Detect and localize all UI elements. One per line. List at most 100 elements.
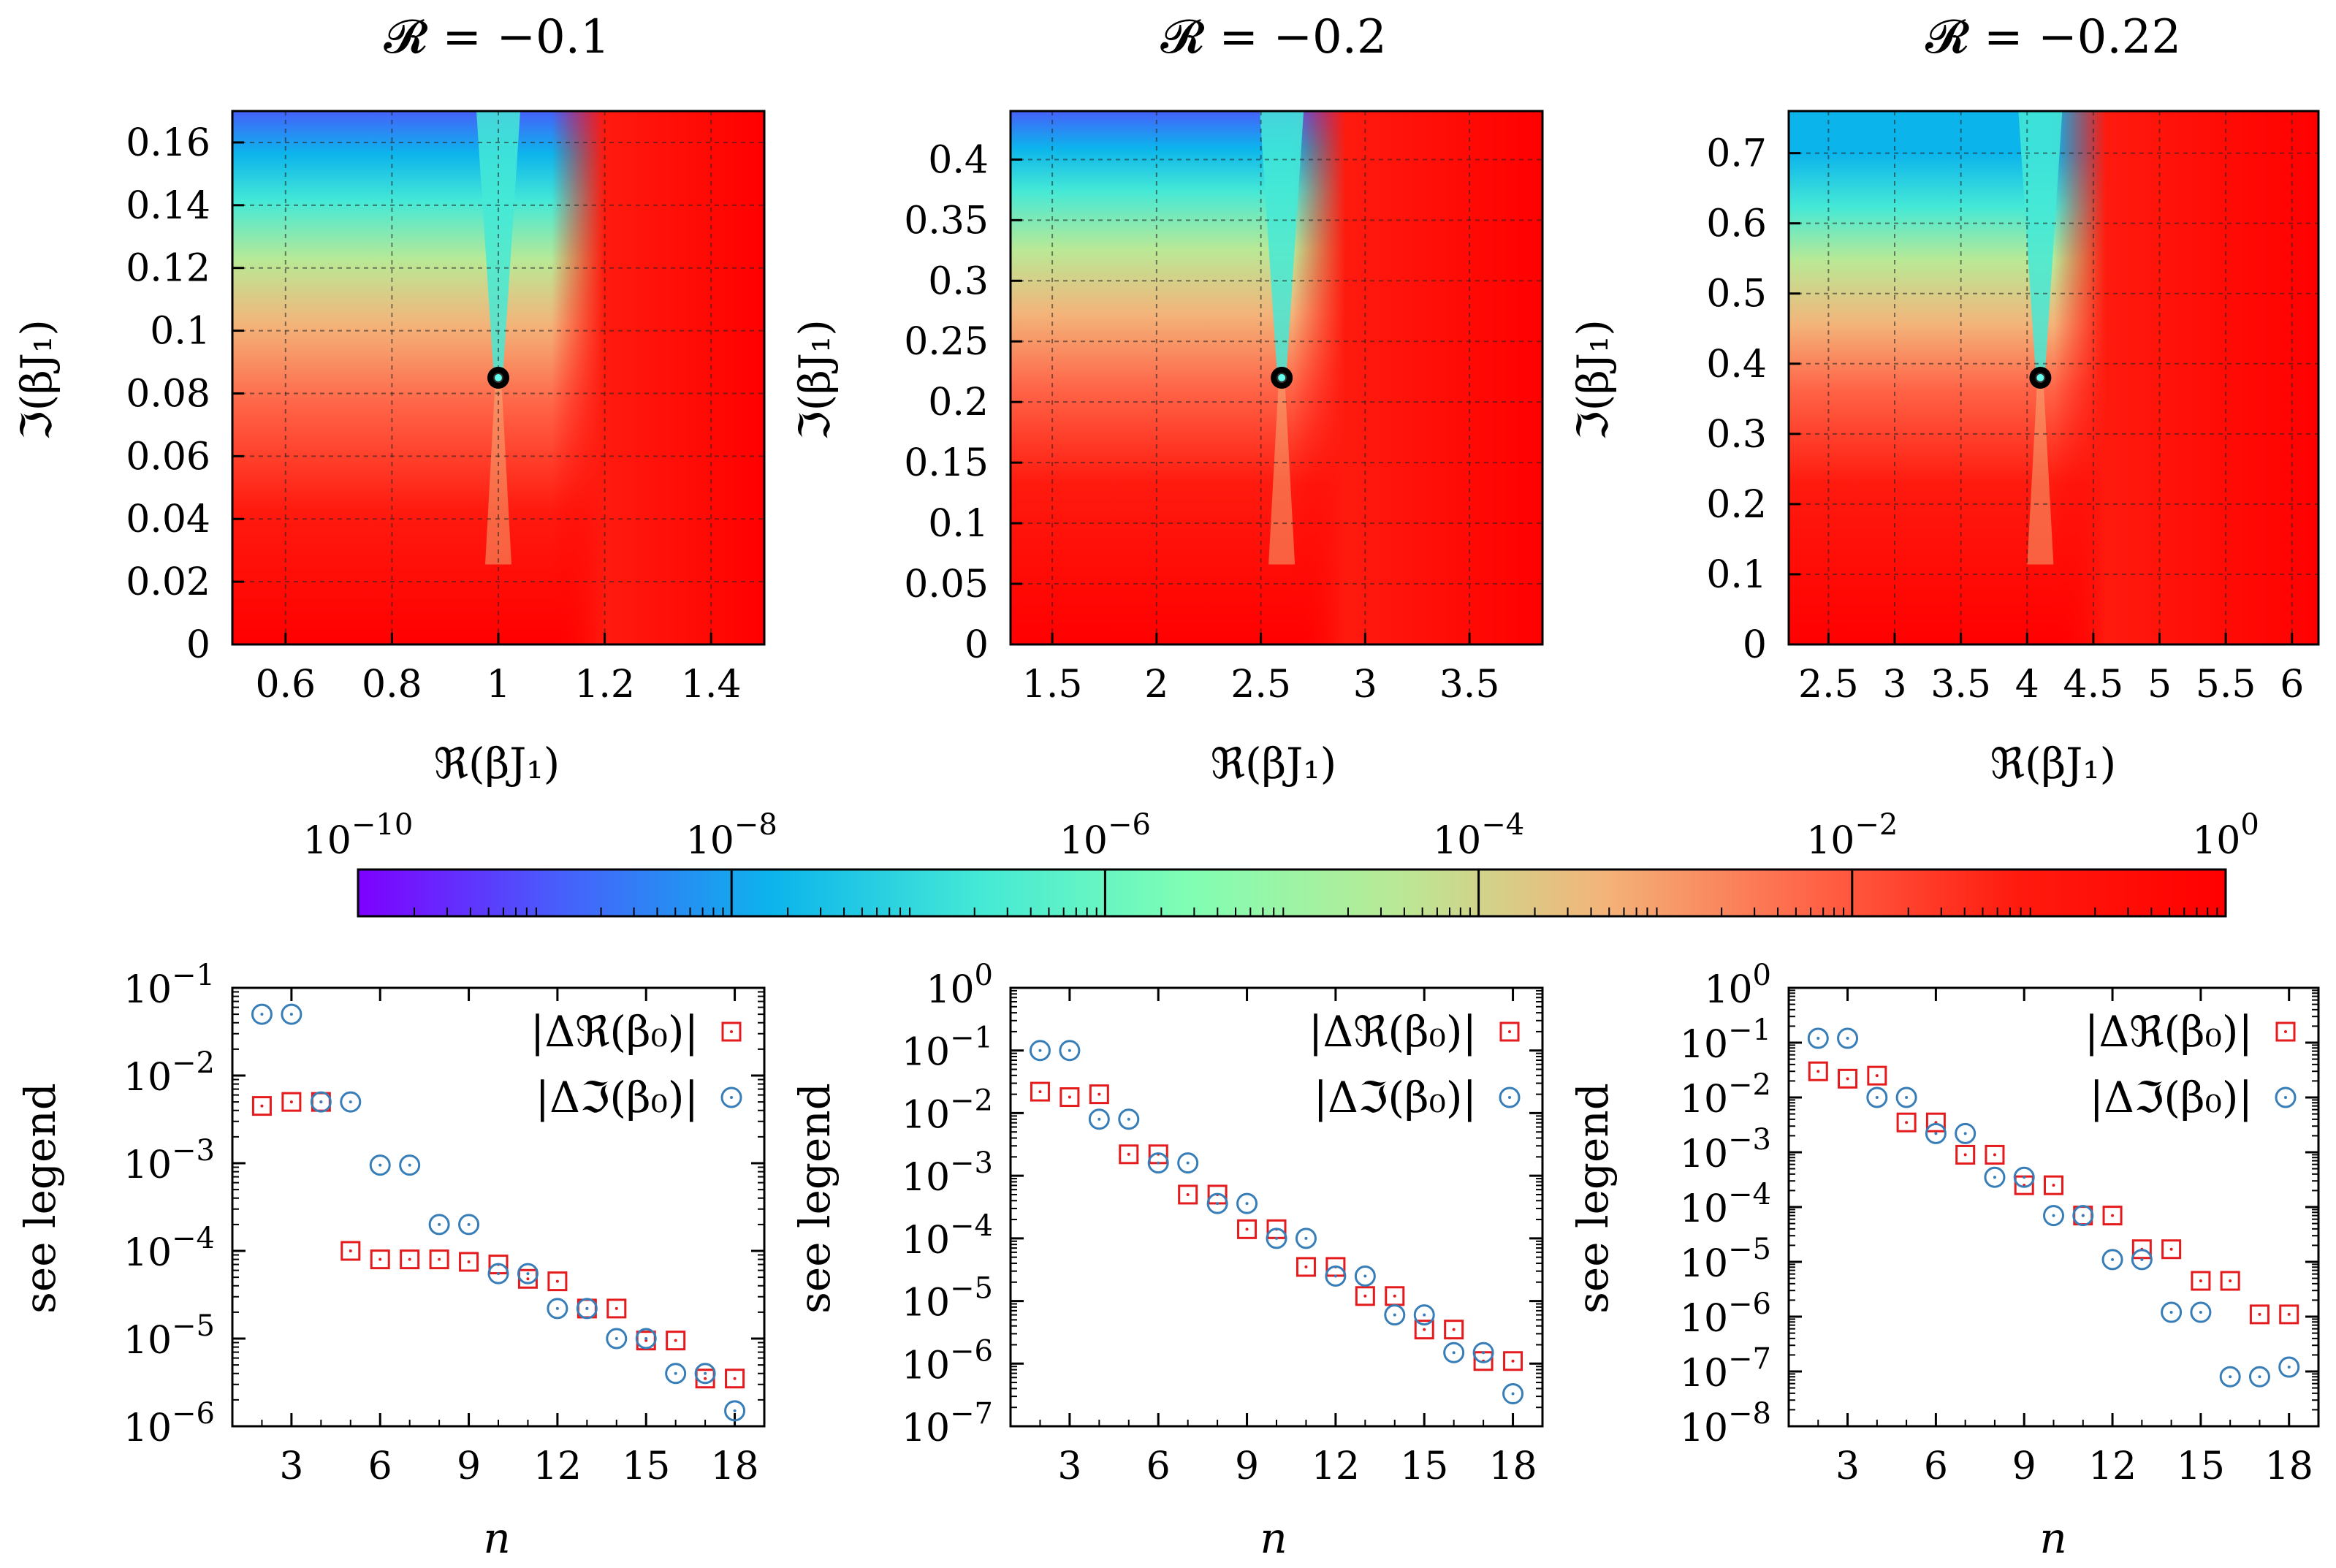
heatmap-field [1789,111,2318,644]
data-point-square [251,1096,272,1116]
heatmap-3-xlabel: ℜ(βJ₁) [1990,739,2117,788]
data-point-dot [2229,1375,2232,1379]
y-tick-exponent: −4 [1728,1178,1771,1211]
y-tick-label: 0.02 [126,560,210,604]
heatmap-3-ylabel: ℑ(βJ₁) [1568,319,1618,441]
data-point-dot [1275,1236,1278,1240]
y-tick-mantissa: 10 [902,1344,950,1388]
legend-label: |Δℜ(β₀)| [2085,1007,2253,1057]
data-point-dot [2111,1214,2115,1217]
colorbar-tick-exponent: −8 [734,808,777,842]
data-point-circle [1955,1122,1977,1144]
heatmap-wedge [1260,111,1304,378]
y-tick-label: 10−2 [1680,1068,1771,1122]
data-point-circle [1295,1228,1317,1249]
colorbar-tick-label: 100 [2192,808,2259,863]
x-tick-label: 5 [2147,663,2172,707]
y-tick-exponent: −2 [1728,1068,1771,1102]
heatmap-2-xlabel: ℜ(βJ₁) [1211,739,1337,788]
data-point-square [2044,1175,2063,1195]
x-tick-label: 0.6 [255,663,316,707]
data-point-square [459,1252,479,1272]
data-point-square [2249,1304,2270,1325]
data-point-dot [555,1306,559,1310]
data-point-circle [1443,1341,1465,1363]
colorbar-tick-exponent: 0 [2240,808,2259,842]
data-point-circle [2219,1366,2241,1388]
marked-point-center [1277,373,1287,383]
y-tick-label: 10−3 [902,1146,993,1200]
heatmap-panel-2: 𝓡 = −0.2 ℜ(βJ₁) ℑ(βJ₁) 1.5 2 2.5 3 3.5 0 0.05 0… [790,10,1544,788]
data-point-dot [2052,1184,2055,1187]
heatmap-wedge-low [2027,378,2054,565]
data-point-dot [1216,1202,1220,1206]
data-point-dot [1993,1153,1996,1157]
data-point-square [2161,1239,2182,1260]
data-point-dot [319,1100,323,1104]
y-tick-mantissa: 10 [1680,1187,1728,1231]
y-tick-mantissa: 10 [902,1219,950,1263]
y-tick-label: 10−6 [902,1334,993,1388]
x-tick-label: 2 [1144,663,1168,707]
legend-marker-circle [2275,1086,2297,1108]
plot-frame [1787,110,2320,646]
heatmap-wedge [2018,111,2063,378]
y-tick-label: 0.12 [126,247,210,291]
x-tick-label: 15 [2177,1445,2225,1488]
x-tick-label: 3 [1835,1445,1860,1488]
data-point-square [340,1241,361,1261]
x-tick-label: 18 [1488,1445,1537,1488]
x-tick-label: 1.4 [681,663,742,707]
data-point-square [547,1271,568,1292]
legend-marker-dot [1508,1096,1511,1099]
y-tick-label: 0.05 [904,563,989,606]
data-point-circle [1925,1122,1947,1144]
data-point-dot [1905,1096,1909,1099]
data-point-dot [1963,1132,1967,1135]
y-tick-exponent: −3 [1728,1123,1771,1157]
colorbar-tick-label: 10−2 [1806,808,1898,863]
data-point-circle [1895,1086,1917,1108]
data-point-circle [1147,1152,1169,1174]
data-point-circle [2101,1249,2123,1271]
data-point-circle [487,1263,509,1285]
data-point-dot [2023,1176,2026,1179]
y-tick-exponent: −1 [1728,1013,1771,1047]
data-point-dot [1482,1351,1485,1355]
y-tick-label: 10−1 [902,1021,993,1075]
data-point-dot [1816,1070,1820,1073]
data-point-dot [438,1222,441,1226]
scatter-3-ylabel: see legend [1568,1083,1618,1314]
y-tick-label: 10−4 [902,1209,993,1263]
data-point-circle [694,1363,716,1385]
colorbar-tick-label: 10−4 [1433,808,1524,863]
y-tick-label: 0.14 [126,184,210,228]
heatmap-panel-1: 𝓡 = −0.1 ℜ(βJ₁) ℑ(βJ₁) 0.6 0.8 1 1.2 1.4 0 0.0… [12,10,766,788]
colorbar-tick-mantissa: 10 [303,819,351,863]
colorbar-tick-label: 10−6 [1059,808,1151,863]
colorbar-tick-exponent: −10 [351,808,413,842]
data-point-square [281,1092,302,1112]
data-point-circle [517,1263,539,1285]
data-point-circle [399,1154,421,1176]
y-tick-mantissa: 10 [123,1319,172,1363]
y-tick-mantissa: 10 [123,1056,172,1100]
data-point-dot [1846,1037,1849,1040]
data-point-square [2220,1271,2240,1291]
y-tick-label: 100 [1704,959,1771,1012]
legend-marker-dot [730,1030,733,1033]
data-point-dot [1511,1359,1515,1363]
y-tick-exponent: −7 [1728,1342,1771,1376]
x-tick-label: 6 [2280,663,2304,707]
data-point-dot [1127,1117,1130,1121]
y-tick-label: 10−5 [1680,1233,1771,1286]
x-tick-label: 2.5 [1230,663,1291,707]
data-point-dot [1423,1313,1426,1317]
marked-point-center [493,373,503,383]
x-tick-label: 3 [1057,1445,1081,1488]
y-tick-mantissa: 10 [123,968,172,1012]
heatmap-2-title: 𝓡 = −0.2 [1160,10,1387,64]
data-point-circle [458,1214,480,1236]
scatter-3-xlabel: n [2039,1513,2066,1563]
